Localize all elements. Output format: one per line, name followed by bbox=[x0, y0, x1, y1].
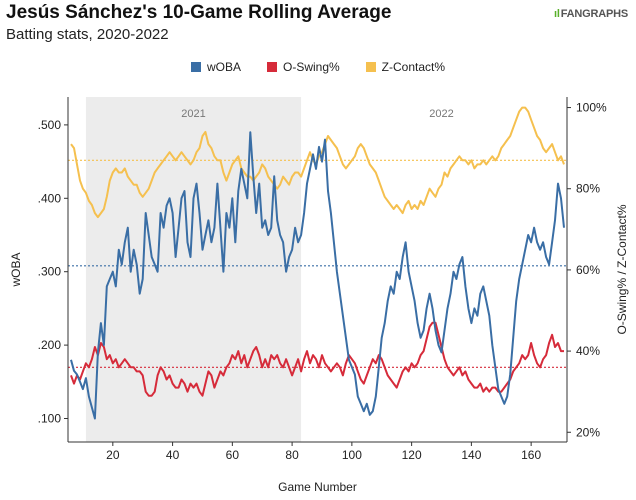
series-lines bbox=[70, 106, 565, 420]
y-tick-label: .100 bbox=[38, 412, 62, 426]
logo-mark-icon: ıl bbox=[554, 8, 560, 20]
x-tick-label: 160 bbox=[521, 448, 541, 462]
legend: wOBA O-Swing% Z-Contact% bbox=[0, 60, 636, 74]
x-axis-label: Game Number bbox=[278, 480, 357, 494]
y2-tick-label: 40% bbox=[576, 344, 600, 358]
season-label-2021: 2021 bbox=[181, 108, 205, 120]
series-line-oswing bbox=[70, 321, 564, 397]
chart-subtitle: Batting stats, 2020-2022 bbox=[6, 26, 169, 43]
y-axis-label: wOBA bbox=[9, 252, 23, 287]
y-tick-label: .400 bbox=[38, 191, 62, 205]
legend-swatch-woba bbox=[190, 62, 201, 72]
legend-label-oswing: O-Swing% bbox=[282, 60, 340, 74]
legend-swatch-oswing bbox=[266, 62, 277, 72]
axes: 2021 2022 20 40 60 80 100 120 140 160 .100 .200 .300… bbox=[38, 97, 607, 462]
logo-text: FANGRAPHS bbox=[560, 8, 628, 20]
y-tick-label: .200 bbox=[38, 338, 62, 352]
x-tick-label: 40 bbox=[166, 448, 180, 462]
legend-label-woba: wOBA bbox=[206, 60, 241, 74]
season-2021-shade bbox=[85, 97, 302, 442]
legend-swatch-zcontact bbox=[365, 62, 376, 72]
legend-label-zcontact: Z-Contact% bbox=[381, 60, 446, 74]
x-tick-label: 100 bbox=[342, 448, 362, 462]
x-tick-label: 140 bbox=[461, 448, 481, 462]
season-label-2022: 2022 bbox=[429, 108, 453, 120]
legend-item-woba[interactable]: wOBA bbox=[190, 60, 241, 74]
legend-item-zcontact[interactable]: Z-Contact% bbox=[365, 60, 446, 74]
chart-title: Jesús Sánchez's 10-Game Rolling Average bbox=[6, 2, 392, 23]
x-tick-label: 120 bbox=[402, 448, 422, 462]
legend-item-oswing[interactable]: O-Swing% bbox=[266, 60, 340, 74]
y2-tick-label: 60% bbox=[576, 263, 600, 277]
y2-tick-label: 80% bbox=[576, 182, 600, 196]
x-tick-label: 20 bbox=[106, 448, 120, 462]
y2-tick-label: 20% bbox=[576, 425, 600, 439]
fangraphs-logo: ılFANGRAPHS bbox=[554, 8, 628, 20]
y2-axis-label: O-Swing% / Z-Contact% bbox=[615, 204, 629, 334]
x-tick-label: 80 bbox=[285, 448, 299, 462]
x-tick-label: 60 bbox=[226, 448, 240, 462]
y-tick-label: .500 bbox=[38, 118, 62, 132]
y2-tick-label: 100% bbox=[576, 101, 607, 115]
y-tick-label: .300 bbox=[38, 265, 62, 279]
series-line-woba bbox=[70, 131, 565, 420]
